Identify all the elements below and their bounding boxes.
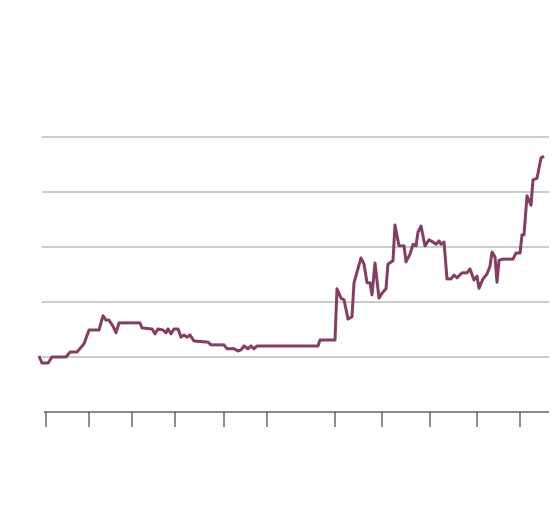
data-line [37, 154, 545, 365]
